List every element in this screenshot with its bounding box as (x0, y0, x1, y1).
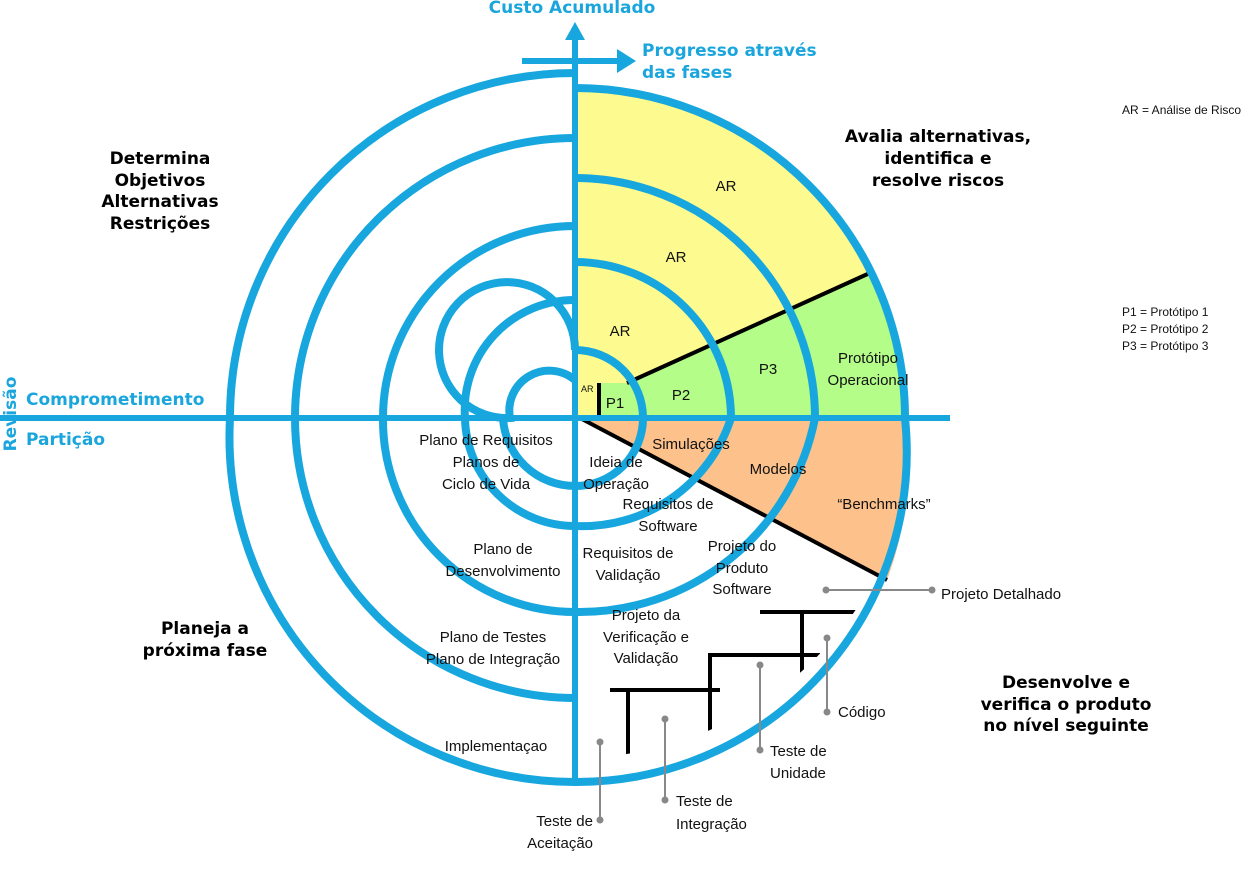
implementation-label: Implementaçao (445, 738, 548, 755)
product-design-3: Software (712, 581, 771, 598)
integration-test-1: Teste de (676, 793, 733, 810)
prototype-label-p3: P3 (759, 361, 777, 378)
axis-label-cost: Custo Acumulado (489, 0, 656, 18)
validation-requirements-1: Requisitos de (583, 545, 674, 562)
legend-p2: P2 = Protótipo 2 (1122, 322, 1209, 336)
plan-development-1: Plano de (473, 541, 532, 558)
svg-text:Desenvolve e: Desenvolve e (1002, 673, 1130, 693)
svg-text:Determina: Determina (110, 149, 211, 169)
region-dividers (579, 270, 888, 582)
plan-development-2: Desenvolvimento (445, 563, 560, 580)
risk-label-2: AR (666, 249, 687, 266)
svg-text:próxima fase: próxima fase (143, 641, 268, 661)
verification-design-2: Verificação e (603, 629, 689, 646)
risk-label-0: AR (581, 384, 594, 394)
product-design-2: Produto (716, 560, 769, 577)
product-design-1: Projeto do (708, 538, 776, 555)
svg-text:no nível seguinte: no nível seguinte (983, 716, 1149, 736)
axis-label-progress-2: das fases (642, 63, 732, 83)
svg-text:Alternativas: Alternativas (101, 192, 218, 212)
legend-p1: P1 = Protótipo 1 (1122, 305, 1209, 319)
svg-text:Objetivos: Objetivos (115, 171, 206, 191)
software-requirements-2: Software (638, 518, 697, 535)
models-label: Modelos (750, 461, 807, 478)
prototype-label-p2: P2 (672, 387, 690, 404)
axis-label-progress-1: Progresso através (642, 41, 817, 61)
callout-leaders (596, 586, 936, 824)
svg-text:verifica o produto: verifica o produto (981, 695, 1152, 715)
quadrant-bottom-right: Desenvolve e verifica o produto no nível… (981, 673, 1152, 736)
idea-operation-1: Ideia de (589, 454, 642, 471)
software-requirements-1: Requisitos de (623, 496, 714, 513)
plan-requirements-1: Plano de Requisitos (419, 432, 552, 449)
idea-operation-2: Operação (583, 476, 649, 493)
detailed-design-label: Projeto Detalhado (941, 586, 1061, 603)
axis-label-partition: Partição (26, 430, 105, 450)
quadrant-top-left: Determina Objetivos Alternativas Restriç… (101, 149, 218, 234)
svg-text:Planeja a: Planeja a (161, 619, 249, 639)
axis-label-review: Revisão (1, 377, 21, 452)
acceptance-test-2: Aceitação (527, 835, 593, 852)
quadrant-bottom-left: Planeja a próxima fase (143, 619, 268, 661)
risk-analysis-region (577, 90, 872, 418)
verification-design-3: Validação (614, 650, 679, 667)
axes (0, 22, 950, 785)
plan-tests-2: Plano de Integração (426, 651, 560, 668)
verification-design-1: Projeto da (612, 607, 681, 624)
legend-risk: AR = Análise de Risco (1122, 103, 1241, 117)
risk-label-3: AR (716, 178, 737, 195)
risk-label-1: AR (610, 323, 631, 340)
svg-text:identifica e: identifica e (884, 149, 991, 169)
svg-text:Restrições: Restrições (110, 214, 210, 234)
prototype-operational-1: Protótipo (838, 350, 898, 367)
plan-requirements-3: Ciclo de Vida (442, 476, 531, 493)
plan-requirements-2: Planos de (453, 454, 520, 471)
code-label: Código (838, 704, 886, 721)
prototype-operational-2: Operacional (828, 372, 909, 389)
prototype-region (599, 272, 906, 418)
benchmarks-label: “Benchmarks” (837, 496, 930, 513)
plan-tests-1: Plano de Testes (440, 629, 546, 646)
prototype-label-p1: P1 (606, 395, 624, 412)
validation-requirements-2: Validação (596, 567, 661, 584)
quadrant-top-right: Avalia alternativas, identifica e resolv… (845, 127, 1031, 191)
svg-text:resolve riscos: resolve riscos (872, 171, 1004, 191)
unit-test-1: Teste de (770, 743, 827, 760)
axis-label-commitment: Comprometimento (26, 390, 204, 410)
legend-p3: P3 = Protótipo 3 (1122, 339, 1209, 353)
integration-test-2: Integração (676, 816, 747, 833)
svg-text:Avalia alternativas,: Avalia alternativas, (845, 127, 1031, 147)
simulation-label: Simulações (652, 436, 730, 453)
unit-test-2: Unidade (770, 765, 826, 782)
acceptance-test-1: Teste de (536, 813, 593, 830)
